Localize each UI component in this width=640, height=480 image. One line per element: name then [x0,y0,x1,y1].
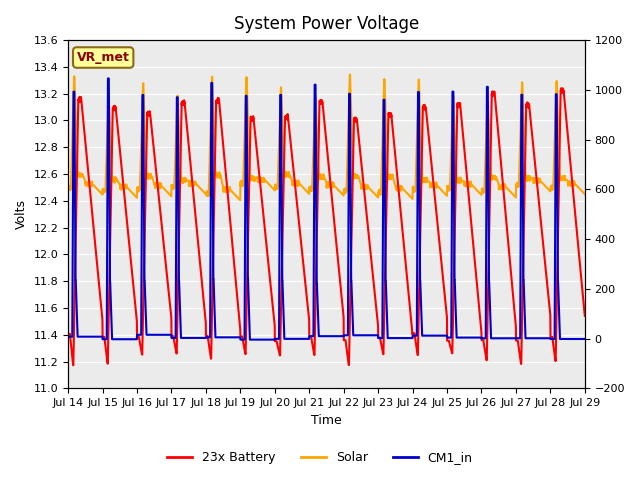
CM1_in [154,332,162,337]
X-axis label: Time: Time [311,414,342,427]
Line: CM1_in: CM1_in [68,78,585,340]
CM1_in [263,337,271,343]
Solar [571,181,579,187]
23x Battery [124,221,131,227]
CM1_in [285,336,293,342]
Solar [262,179,270,184]
Solar [154,184,161,190]
CM1_in [571,336,579,342]
Solar [64,183,72,189]
Y-axis label: Volts: Volts [15,199,28,229]
CM1_in [124,336,131,342]
Solar [124,184,131,190]
Solar [515,166,523,171]
CM1_in [64,334,72,339]
Text: VR_met: VR_met [77,51,130,64]
23x Battery [515,348,523,353]
23x Battery [571,208,579,214]
CM1_in [104,75,112,81]
23x Battery [64,331,72,336]
Solar [346,72,354,77]
CM1_in [581,336,589,342]
Line: Solar: Solar [68,74,585,200]
Solar [285,169,292,175]
Solar [236,197,244,203]
23x Battery [581,313,589,319]
23x Battery [69,362,77,368]
23x Battery [262,241,270,247]
23x Battery [154,185,162,191]
Legend: 23x Battery, Solar, CM1_in: 23x Battery, Solar, CM1_in [163,446,477,469]
23x Battery [557,85,565,91]
Line: 23x Battery: 23x Battery [68,88,585,365]
Solar [581,191,589,197]
23x Battery [285,122,292,128]
CM1_in [237,337,244,343]
CM1_in [515,336,523,341]
Title: System Power Voltage: System Power Voltage [234,15,419,33]
